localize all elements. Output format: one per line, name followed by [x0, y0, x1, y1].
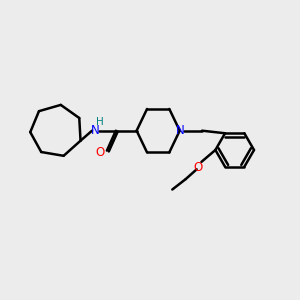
Text: O: O — [194, 161, 203, 174]
Text: O: O — [96, 146, 105, 159]
Text: N: N — [176, 124, 185, 137]
Text: H: H — [97, 117, 104, 128]
Text: N: N — [91, 124, 99, 137]
